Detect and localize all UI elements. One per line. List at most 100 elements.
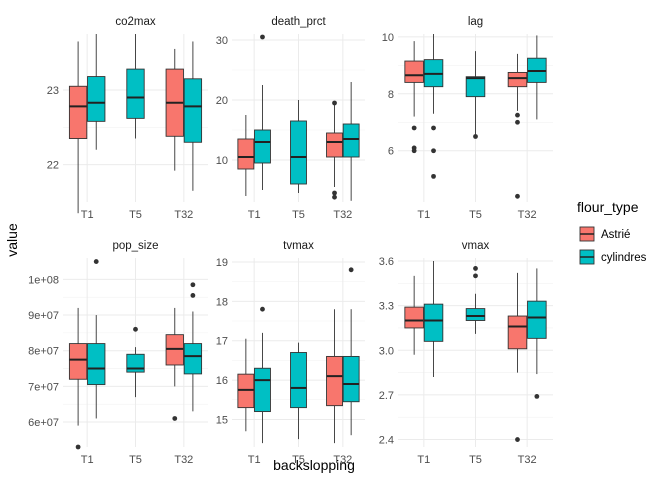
box-iqr bbox=[183, 78, 203, 143]
outlier-point bbox=[473, 273, 478, 279]
facet-title: co2max bbox=[115, 16, 156, 28]
facet-title: pop_size bbox=[112, 240, 158, 252]
box-iqr bbox=[183, 343, 203, 375]
x-tick-label: T1 bbox=[248, 454, 261, 466]
box-T32-cylindres bbox=[527, 35, 547, 120]
box-T32-cylindres bbox=[342, 82, 360, 201]
outlier-point bbox=[473, 266, 478, 271]
y-tick-label: 20 bbox=[216, 95, 228, 107]
outlier-point bbox=[190, 282, 196, 288]
facet-title: death_prct bbox=[271, 16, 326, 28]
y-tick-label: 16 bbox=[216, 375, 228, 387]
y-tick-label: 3.0 bbox=[379, 345, 394, 357]
legend: flour_type Astrié cylindres bbox=[577, 199, 647, 265]
box-iqr bbox=[290, 120, 307, 185]
y-tick-label: 15 bbox=[216, 414, 228, 426]
facet-title: vmax bbox=[462, 240, 490, 252]
box-T1-Astrié bbox=[68, 307, 88, 450]
box-T1-cylindres bbox=[87, 259, 106, 419]
y-tick-label: 3.3 bbox=[379, 301, 394, 313]
box-T32-cylindres bbox=[183, 41, 203, 191]
outlier-point bbox=[172, 416, 178, 421]
box-T32-cylindres bbox=[527, 268, 547, 399]
facets-layer: co2max 22 23 T1 T5 T32 death_prct 10 20 30 T1 T5 T32… bbox=[28, 16, 553, 466]
box-iqr bbox=[507, 71, 528, 88]
box-iqr bbox=[342, 123, 360, 158]
box-T1-cylindres bbox=[87, 34, 106, 150]
y-tick-label: 1e+08 bbox=[28, 274, 59, 286]
box-T1-Astrié bbox=[404, 275, 424, 355]
box-iqr bbox=[326, 132, 343, 158]
outlier-point bbox=[534, 394, 540, 399]
box-iqr bbox=[507, 315, 528, 350]
box-iqr bbox=[342, 355, 360, 403]
legend-entry-cylindres: cylindres bbox=[579, 249, 647, 265]
facet-lag: lag 6 8 10 T1 T5 T32 bbox=[382, 16, 553, 221]
box-T32-Astrié bbox=[507, 53, 528, 199]
y-tick-label: 2.4 bbox=[379, 435, 394, 447]
box-iqr bbox=[527, 300, 547, 339]
facet-title: tvmax bbox=[283, 240, 314, 252]
outlier-point bbox=[332, 194, 337, 200]
outlier-point bbox=[411, 125, 417, 131]
y-tick-label: 10 bbox=[382, 32, 394, 44]
legend-title: flour_type bbox=[577, 199, 639, 215]
x-tick-label: T32 bbox=[333, 454, 352, 466]
facet-vmax: vmax 2.4 2.7 3.0 3.3 3.6 T1 T5 T32 bbox=[379, 240, 553, 466]
box-iqr bbox=[68, 85, 88, 139]
outlier-point bbox=[75, 444, 81, 450]
y-tick-label: 17 bbox=[216, 336, 228, 348]
outlier-point bbox=[93, 259, 99, 264]
outlier-point bbox=[190, 293, 196, 298]
outlier-point bbox=[348, 267, 354, 273]
box-iqr bbox=[465, 308, 486, 321]
x-tick-label: T1 bbox=[81, 454, 94, 466]
box-iqr bbox=[87, 76, 106, 122]
box-iqr bbox=[404, 60, 424, 83]
x-tick-label: T5 bbox=[129, 209, 142, 221]
legend-entry-Astrié: Astrié bbox=[579, 226, 630, 242]
box-iqr bbox=[87, 343, 106, 386]
outlier-point bbox=[411, 148, 417, 154]
box-iqr bbox=[254, 129, 271, 164]
box-T5-cylindres bbox=[290, 100, 307, 193]
facet-title: lag bbox=[468, 16, 483, 28]
box-T1-Astrié bbox=[237, 115, 255, 196]
box-T1-cylindres bbox=[423, 260, 444, 378]
box-T5-cylindres bbox=[126, 34, 145, 139]
y-tick-label: 10 bbox=[216, 155, 228, 167]
box-T1-Astrié bbox=[237, 338, 255, 432]
y-tick-label: 6e+07 bbox=[28, 417, 59, 429]
legend-label: cylindres bbox=[601, 252, 647, 264]
y-tick-label: 7e+07 bbox=[28, 381, 59, 393]
box-iqr bbox=[326, 355, 343, 407]
x-tick-label: T32 bbox=[174, 454, 193, 466]
legend-entries: Astrié cylindres bbox=[579, 226, 647, 265]
outlier-point bbox=[431, 125, 436, 131]
box-iqr bbox=[423, 303, 444, 342]
outlier-point bbox=[431, 148, 436, 154]
y-tick-label: 8e+07 bbox=[28, 346, 59, 358]
y-tick-label: 6 bbox=[388, 146, 394, 158]
x-tick-label: T1 bbox=[417, 209, 430, 221]
box-iqr bbox=[290, 352, 307, 409]
box-T32-Astrié bbox=[326, 100, 343, 200]
outlier-point bbox=[473, 134, 478, 139]
box-T1-cylindres bbox=[254, 34, 271, 190]
outlier-point bbox=[515, 437, 520, 442]
x-tick-label: T32 bbox=[333, 209, 352, 221]
outlier-point bbox=[260, 306, 265, 312]
box-T1-cylindres bbox=[423, 34, 444, 179]
box-T32-Astrié bbox=[165, 307, 184, 421]
box-iqr bbox=[68, 343, 88, 380]
outlier-point bbox=[332, 190, 337, 196]
box-T1-cylindres bbox=[254, 306, 271, 444]
y-tick-label: 9e+07 bbox=[28, 310, 59, 322]
x-tick-label: T5 bbox=[469, 209, 482, 221]
box-T5-cylindres bbox=[126, 326, 145, 398]
facet-pop_size: pop_size 6e+07 7e+07 8e+07 9e+07 1e+08 T1 T5 T32 bbox=[28, 240, 208, 466]
facet-death_prct: death_prct 10 20 30 T1 T5 T32 bbox=[216, 16, 365, 221]
legend-label: Astrié bbox=[601, 229, 630, 241]
outlier-point bbox=[133, 326, 138, 332]
